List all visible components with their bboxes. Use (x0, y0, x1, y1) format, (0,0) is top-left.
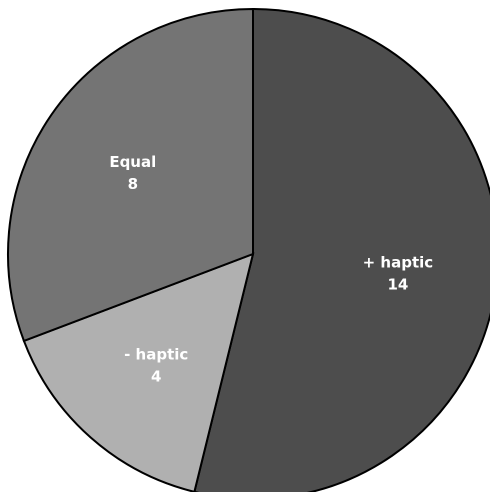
pie-slice-value-0: 14 (387, 276, 408, 294)
pie-slice-0 (193, 7, 490, 492)
pie-slice-2 (6, 7, 254, 343)
pie-slice-value-2: 8 (128, 175, 138, 193)
pie-slice-label-0: + haptic (363, 254, 434, 272)
pie-slice-label-2: Equal (109, 153, 156, 171)
pie-labels: + haptic 14 - haptic 4 Equal 8 (109, 153, 433, 385)
pie-slices (6, 7, 490, 492)
pie-slice-label-1: - haptic (124, 345, 188, 363)
pie-slice-value-1: 4 (151, 367, 161, 385)
pie-slice-1 (22, 252, 255, 492)
